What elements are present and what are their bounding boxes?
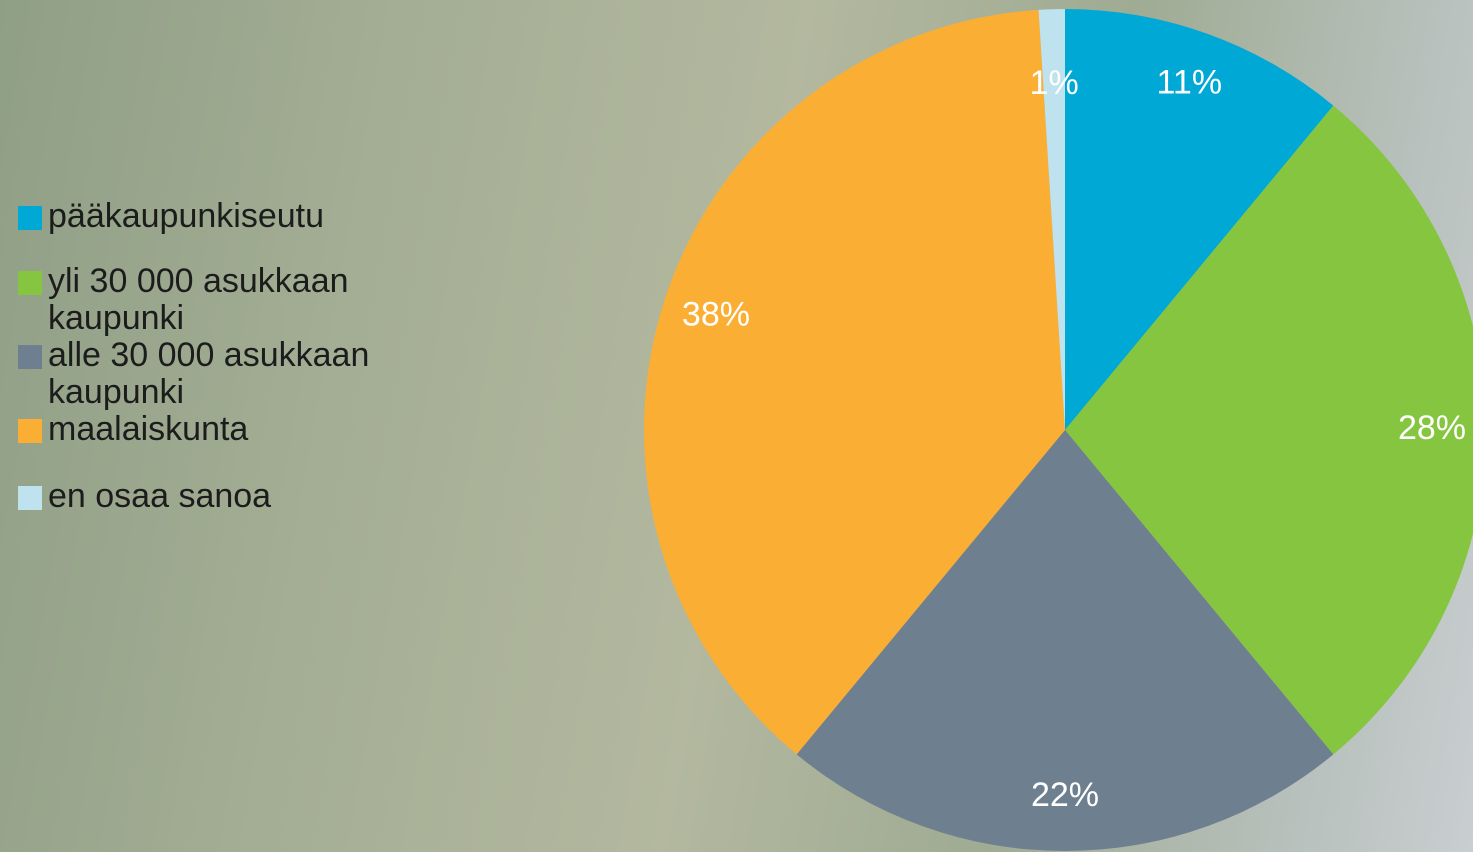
legend-swatch	[18, 345, 42, 369]
legend-item: alle 30 000 asukkaan kaupunki	[18, 337, 468, 411]
legend-label: pääkaupunkiseutu	[48, 197, 325, 235]
legend-item: pääkaupunkiseutu	[18, 198, 468, 235]
legend-label: alle 30 000 asukkaan kaupunki	[48, 336, 370, 411]
legend-swatch	[18, 271, 42, 295]
legend-item: maalaiskunta	[18, 411, 468, 448]
legend: pääkaupunkiseutu yli 30 000 asukkaan kaup…	[18, 198, 468, 515]
legend-swatch	[18, 486, 42, 510]
pie-slice	[1038, 9, 1065, 430]
pie-slice	[1065, 9, 1334, 430]
legend-label: maalaiskunta	[48, 410, 249, 448]
data-label: 11%	[1157, 64, 1223, 102]
legend-label: yli 30 000 asukkaan kaupunki	[48, 262, 349, 337]
pie-slice	[796, 430, 1334, 851]
legend-item: en osaa sanoa	[18, 478, 468, 515]
data-label: 1%	[1030, 64, 1079, 102]
legend-swatch	[18, 206, 42, 230]
data-label: 38%	[682, 296, 750, 334]
data-label: 28%	[1398, 409, 1466, 447]
legend-item: yli 30 000 asukkaan kaupunki	[18, 263, 468, 337]
data-label: 22%	[1031, 776, 1099, 814]
legend-swatch	[18, 419, 42, 443]
pie-slice	[643, 9, 1065, 755]
legend-label: en osaa sanoa	[48, 477, 272, 515]
pie-slice	[1065, 105, 1473, 755]
